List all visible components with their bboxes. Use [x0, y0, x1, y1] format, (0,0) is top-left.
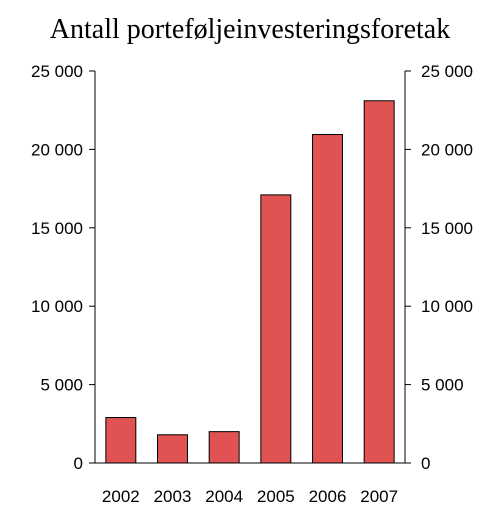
x-tick-label: 2003 — [154, 487, 192, 506]
y-tick-label-right: 15 000 — [421, 219, 473, 238]
bar-2005 — [260, 194, 292, 464]
x-tick-label: 2004 — [205, 487, 243, 506]
x-tick-label: 2005 — [257, 487, 295, 506]
y-tick-label-left: 10 000 — [31, 297, 83, 316]
y-tick-label-left: 15 000 — [31, 219, 83, 238]
y-tick-label-right: 0 — [421, 454, 430, 473]
bar-2002 — [105, 417, 137, 464]
chart-title: Antall porteføljeinvesteringsforetak — [50, 14, 450, 45]
bar-2006 — [312, 134, 343, 464]
x-tick-label: 2006 — [309, 487, 347, 506]
bar-2007 — [363, 100, 395, 464]
y-tick-label-left: 20 000 — [31, 140, 83, 159]
plot-area: 0 0 5 000 5 000 10 000 10 000 15 000 15 000 20 0… — [31, 62, 473, 506]
x-tick-label: 2002 — [102, 487, 140, 506]
bar-2003 — [157, 434, 188, 464]
y-tick-label-left: 25 000 — [31, 62, 83, 81]
y-tick-label-left: 5 000 — [40, 376, 83, 395]
bar-2004 — [208, 431, 240, 464]
y-tick-label-right: 25 000 — [421, 62, 473, 81]
x-tick-label: 2007 — [360, 487, 398, 506]
y-tick-label-right: 20 000 — [421, 140, 473, 159]
y-tick-label-right: 5 000 — [421, 376, 464, 395]
y-tick-label-left: 0 — [74, 454, 83, 473]
y-tick-label-right: 10 000 — [421, 297, 473, 316]
